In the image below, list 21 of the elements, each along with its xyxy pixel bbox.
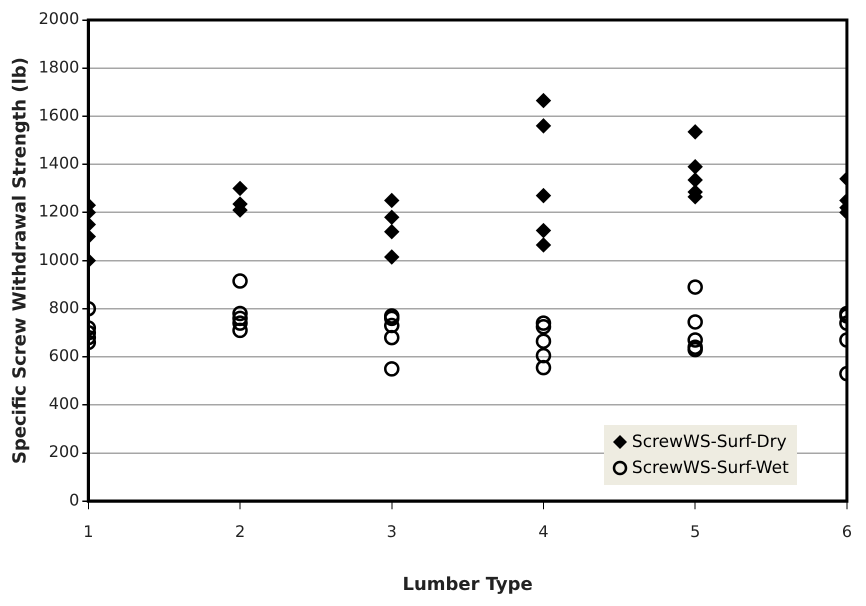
y-tick-label: 800 (48, 298, 80, 317)
x-axis-title: Lumber Type (402, 574, 533, 595)
y-tick-label: 400 (48, 394, 80, 414)
legend-label: ScrewWS-Surf-Dry (632, 432, 787, 452)
x-tick-label: 3 (386, 522, 397, 541)
x-tick-label: 1 (83, 522, 94, 541)
y-tick-label: 1000 (38, 250, 80, 269)
y-tick-label: 1400 (38, 154, 80, 173)
y-axis-title: Specific Screw Withdrawal Strength (lb) (9, 57, 30, 464)
y-tick-label: 1600 (38, 105, 80, 124)
y-tick-label: 1800 (38, 57, 80, 76)
y-tick-label: 200 (48, 442, 80, 462)
y-tick-label: 0 (69, 490, 80, 510)
x-tick-label: 4 (538, 522, 549, 541)
x-tick-label: 2 (234, 522, 246, 541)
x-tick-label: 6 (842, 522, 852, 541)
legend-label: ScrewWS-Surf-Wet (632, 458, 789, 478)
y-tick-label: 1200 (38, 202, 80, 221)
y-tick-label: 600 (48, 346, 80, 365)
y-tick-label: 2000 (38, 9, 80, 28)
x-tick-label: 5 (690, 522, 700, 541)
